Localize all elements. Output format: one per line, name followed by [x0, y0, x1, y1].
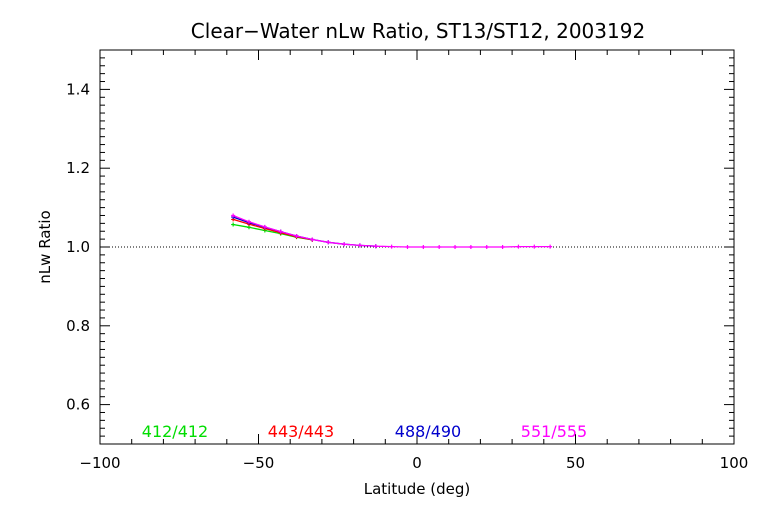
- data-point: [516, 244, 521, 249]
- data-point: [405, 245, 410, 249]
- legend-entry: 412/412: [142, 422, 208, 441]
- data-point: [421, 245, 426, 249]
- x-tick-label: −50: [243, 454, 275, 472]
- data-point: [453, 245, 458, 249]
- x-tick-label: 50: [566, 454, 585, 472]
- y-tick-label: 1.2: [66, 159, 90, 177]
- axis-ticks: [99, 49, 735, 445]
- data-point: [278, 229, 283, 234]
- data-point: [294, 233, 299, 238]
- x-axis-label: Latitude (deg): [364, 480, 470, 498]
- data-point: [357, 243, 362, 248]
- chart-title: Clear−Water nLw Ratio, ST13/ST12, 200319…: [191, 19, 645, 43]
- series-412-412: [231, 222, 315, 242]
- legend-entry: 443/443: [268, 422, 334, 441]
- data-point: [468, 245, 473, 249]
- x-tick-label: 100: [720, 454, 749, 472]
- data-point: [437, 245, 442, 249]
- data-series: [231, 213, 553, 249]
- data-point: [484, 245, 489, 249]
- data-point: [389, 244, 394, 249]
- series-488-490: [231, 215, 378, 249]
- data-point: [310, 237, 315, 242]
- x-tick-labels: −100 −50 0 50 100: [79, 454, 748, 472]
- data-point: [548, 244, 553, 249]
- series-551-555: [231, 213, 553, 249]
- x-tick-label: 0: [412, 454, 422, 472]
- data-point: [246, 219, 251, 224]
- data-point: [342, 242, 347, 247]
- y-tick-label: 1.0: [66, 238, 90, 256]
- x-tick-label: −100: [79, 454, 120, 472]
- data-point: [326, 240, 331, 245]
- legend-entry: 551/555: [521, 422, 587, 441]
- series-line: [232, 216, 376, 247]
- y-axis-label: nLw Ratio: [36, 210, 54, 283]
- y-tick-label: 0.6: [66, 396, 90, 414]
- series-line: [232, 218, 313, 241]
- legend-entry: 488/490: [395, 422, 461, 441]
- y-tick-labels: 0.6 0.8 1.0 1.2 1.4: [66, 80, 90, 413]
- data-point: [231, 222, 236, 227]
- y-tick-label: 0.8: [66, 317, 90, 335]
- data-point: [231, 213, 236, 218]
- legend: 412/412 443/443 488/490 551/555: [142, 422, 587, 441]
- data-point: [532, 244, 537, 249]
- data-point: [500, 245, 505, 249]
- data-point: [262, 224, 267, 229]
- data-point: [373, 244, 378, 249]
- y-tick-label: 1.4: [66, 80, 90, 98]
